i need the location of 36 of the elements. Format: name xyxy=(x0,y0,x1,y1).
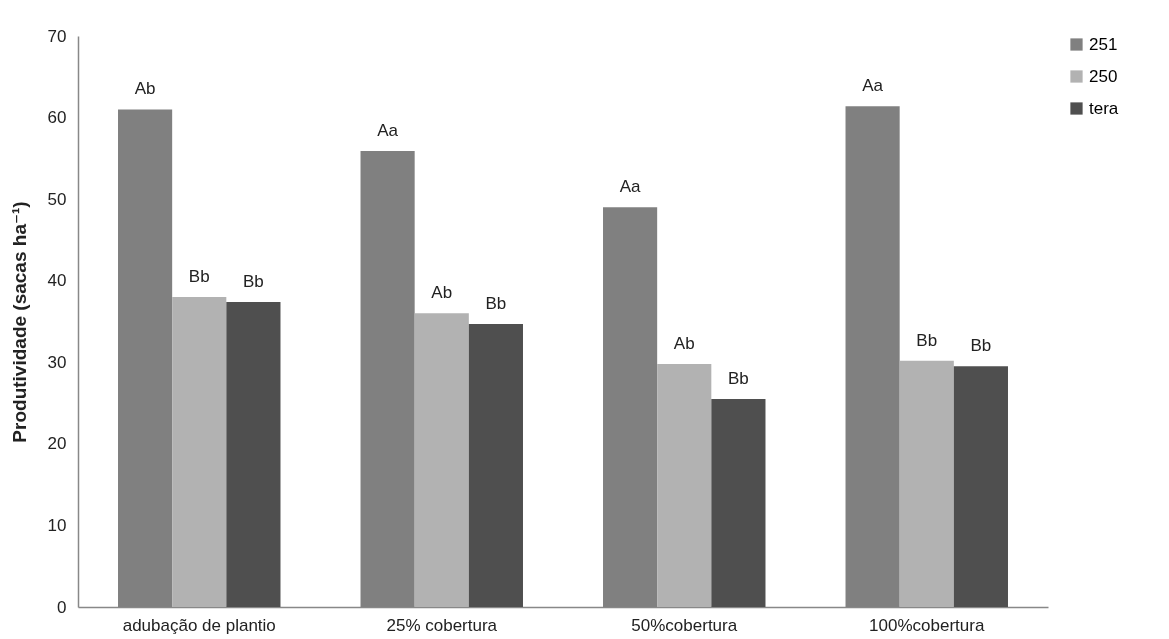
data-label: Ab xyxy=(673,333,695,353)
data-label: Aa xyxy=(619,177,642,197)
y-tick-label: 10 xyxy=(47,515,67,535)
bar xyxy=(468,323,523,607)
y-tick-label: 0 xyxy=(57,597,67,617)
legend-label: 250 xyxy=(1089,66,1118,86)
data-label: Bb xyxy=(916,330,938,350)
y-axis-title: Produtividade (sacas ha⁻¹) xyxy=(8,201,30,443)
x-tick-label: 25% cobertura xyxy=(386,615,498,635)
data-label: Bb xyxy=(485,293,507,313)
data-label: Bb xyxy=(243,271,264,291)
legend-label: tera xyxy=(1089,98,1119,118)
bar xyxy=(657,363,712,607)
data-label: Aa xyxy=(862,76,884,96)
data-label: Bb xyxy=(728,368,749,388)
legend-label: 251 xyxy=(1089,34,1118,54)
y-tick-label: 20 xyxy=(47,434,67,454)
bar xyxy=(899,360,954,607)
data-label: Bb xyxy=(188,267,210,287)
y-tick-label: 40 xyxy=(47,271,67,291)
data-label: Ab xyxy=(431,283,453,303)
bar xyxy=(414,313,469,607)
bar xyxy=(953,366,1008,607)
x-tick-label: 100%cobertura xyxy=(869,615,985,635)
data-label: Aa xyxy=(377,121,399,141)
data-label: Ab xyxy=(134,79,156,99)
y-tick-label: 60 xyxy=(47,108,67,128)
bar xyxy=(711,398,766,607)
bar xyxy=(172,297,227,607)
y-tick-label: 30 xyxy=(47,352,67,372)
y-tick-label: 70 xyxy=(47,26,67,46)
data-label: Bb xyxy=(970,336,992,356)
x-tick-label: adubação de plantio xyxy=(122,615,276,635)
bar xyxy=(226,301,281,607)
x-tick-label: 50%cobertura xyxy=(631,615,738,635)
y-tick-label: 50 xyxy=(47,189,67,209)
